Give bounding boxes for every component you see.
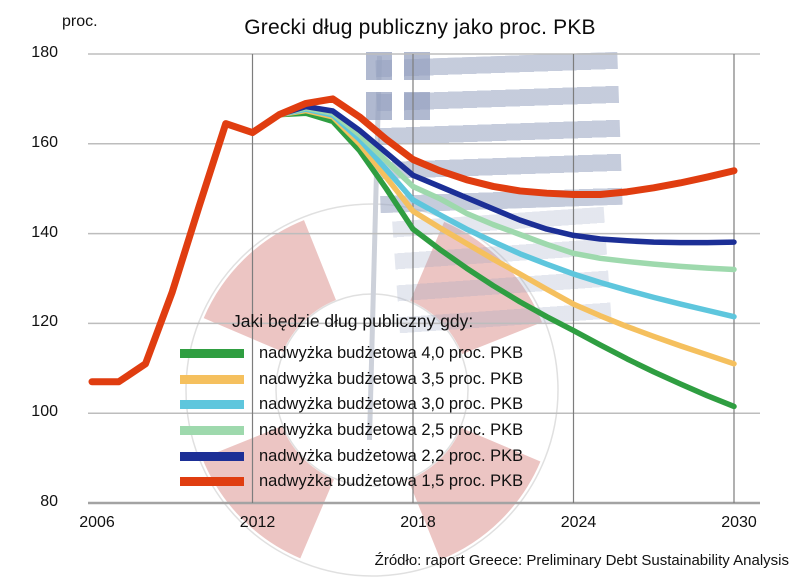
series-line (276, 107, 737, 367)
y-tick-label: 80 (40, 493, 58, 510)
y-tick-label: 100 (31, 403, 58, 421)
legend-swatch (180, 477, 244, 487)
x-tick-label: 2030 (721, 514, 757, 531)
x-tick-label: 2024 (560, 514, 597, 531)
legend-item-label: nadwyżka budżetowa 2,2 proc. PKB (259, 446, 524, 465)
series-line (276, 105, 737, 273)
y-axis-unit-label: proc. (62, 13, 98, 30)
legend-item: nadwyżka budżetowa 4,0 proc. PKB (180, 341, 523, 367)
legend-rows: nadwyżka budżetowa 4,0 proc. PKB nadwyżka… (180, 341, 523, 495)
legend-swatch (180, 374, 244, 384)
legend-item-label: nadwyżka budżetowa 3,0 proc. PKB (259, 395, 524, 414)
source-caption: Źródło: raport Greece: Preliminary Debt … (374, 552, 789, 569)
legend-item: nadwyżka budżetowa 3,5 proc. PKB (180, 367, 523, 393)
flag-canton-cross (366, 52, 430, 120)
legend-item: nadwyżka budżetowa 2,2 proc. PKB (180, 443, 523, 469)
legend-item-label: nadwyżka budżetowa 4,0 proc. PKB (259, 344, 524, 363)
x-tick-label: 2012 (239, 514, 276, 531)
chart-title: Grecki dług publiczny jako proc. PKB (244, 16, 596, 39)
legend-item-label: nadwyżka budżetowa 3,5 proc. PKB (259, 369, 524, 388)
x-tick-label: 2006 (79, 514, 115, 531)
legend-swatch (180, 451, 244, 461)
legend-swatch (180, 349, 244, 359)
x-tick-label: 2018 (400, 514, 436, 531)
legend-swatch (180, 400, 244, 410)
legend-item: nadwyżka budżetowa 1,5 proc. PKB (180, 469, 523, 495)
y-tick-label: 160 (31, 133, 58, 151)
chart-legend: Jaki będzie dług publiczny gdy: nadwyżka… (180, 311, 523, 495)
legend-item: nadwyżka budżetowa 2,5 proc. PKB (180, 418, 523, 444)
y-tick-label: 180 (31, 44, 58, 61)
series-line (276, 110, 737, 410)
greek-flag-watermark (366, 51, 636, 452)
legend-item-label: nadwyżka budżetowa 2,5 proc. PKB (259, 421, 524, 440)
legend-swatch (180, 426, 244, 436)
series-line (276, 106, 737, 320)
legend-item: nadwyżka budżetowa 3,0 proc. PKB (180, 392, 523, 418)
y-tick-label: 120 (31, 313, 58, 331)
y-tick-label: 140 (31, 223, 58, 241)
legend-item-label: nadwyżka budżetowa 1,5 proc. PKB (259, 472, 524, 491)
series-line (88, 95, 738, 386)
legend-title: Jaki będzie dług publiczny gdy: (232, 311, 474, 331)
series-line (276, 103, 737, 246)
data-series-lines (88, 95, 738, 410)
